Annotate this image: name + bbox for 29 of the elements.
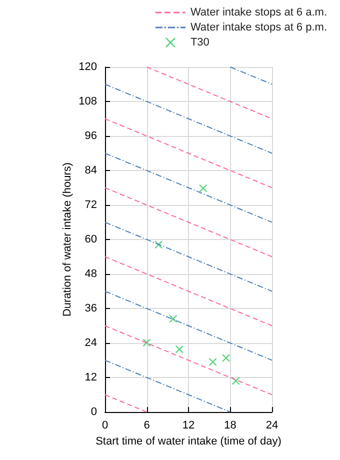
y-tick-label: 36 [84,302,97,314]
y-tick-label: 72 [84,199,97,211]
x-tick-label: 12 [182,420,195,432]
y-tick-label: 108 [78,96,97,108]
x-tick-label: 0 [102,420,108,432]
y-tick-label: 84 [84,164,97,176]
point [154,240,163,249]
x-tick-label: 6 [144,420,150,432]
y-tick-label: 120 [78,61,97,73]
legend-label: Water intake stops at 6 a.m. [190,6,328,18]
legend-label: T30 [190,36,210,48]
y-tick-label: 48 [84,268,97,280]
point [232,376,240,386]
y-tick-label: 60 [84,234,97,246]
point [208,358,217,366]
y-tick-label: 0 [90,406,97,418]
y-axis-title: Duration of water intake (hours) [62,162,74,317]
x-tick-label: 24 [266,420,278,432]
x-tick-label: 18 [224,420,236,432]
y-tick-label: 12 [84,372,97,384]
point [222,354,230,362]
x-axis-title: Start time of water intake (time of day) [96,435,282,448]
legend-label: Water intake stops at 6 p.m. [190,22,328,34]
point [199,184,208,192]
point [142,338,151,347]
point [175,345,184,354]
y-tick-label: 24 [84,337,97,349]
y-tick-label: 96 [84,130,97,142]
point [169,314,178,323]
